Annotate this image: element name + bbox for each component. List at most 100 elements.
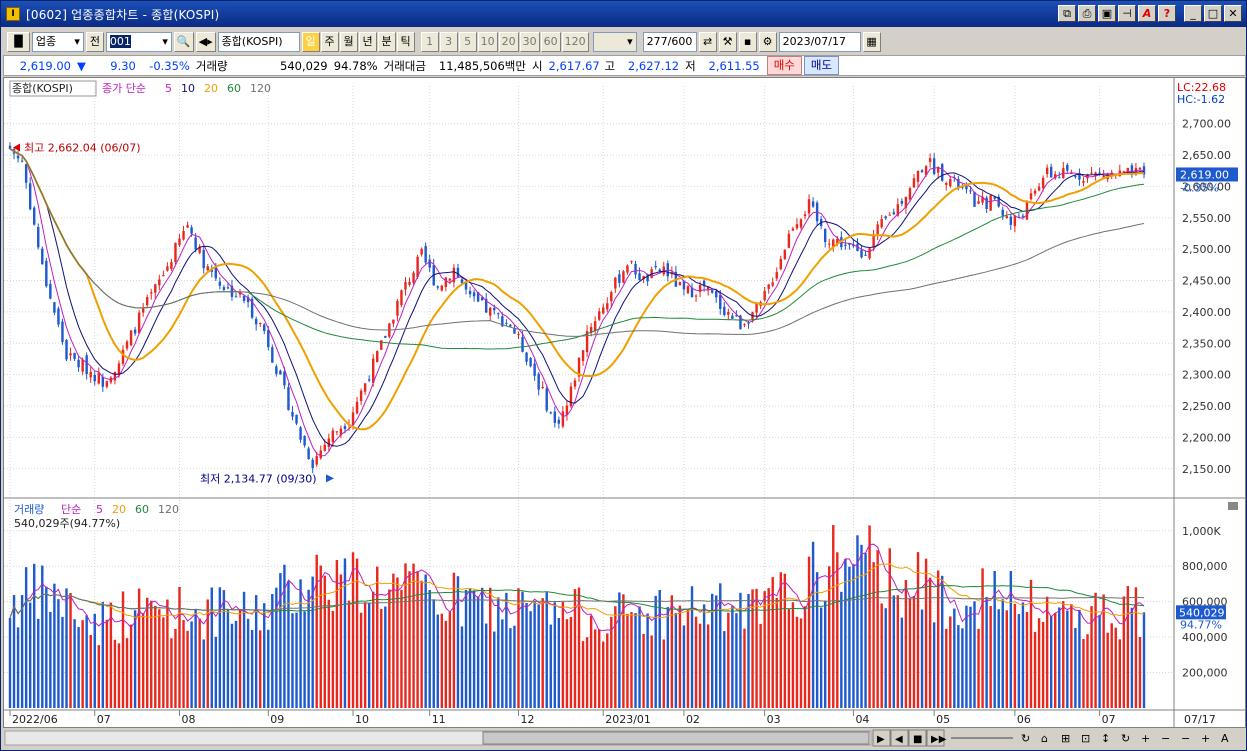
scroll-btn-glyph-0[interactable]: ▶ <box>877 734 885 745</box>
candle-body <box>267 330 270 348</box>
volume-bar <box>856 535 859 708</box>
volume-bar <box>1001 599 1004 708</box>
price-ma-period: 60 <box>227 82 241 95</box>
link-icon[interactable]: ⧉ <box>1058 5 1076 22</box>
volume-bar <box>1041 621 1045 708</box>
candle-body <box>549 412 552 414</box>
scroll-tool-icon-8[interactable]: − <box>1181 732 1190 745</box>
search-icon[interactable]: 🔍 <box>173 32 194 52</box>
volume-bar <box>283 564 286 708</box>
price-ma-label: 종가 단순 <box>102 82 146 95</box>
volume-bar <box>85 615 88 708</box>
scroll-controls[interactable]: ▶ ◀ ■ ▶▶ ↻ ⌂ ⊞ ⊡ ↕ ↻ + − − + A <box>3 729 1246 747</box>
chart-area[interactable]: 2,150.00 2,200.00 2,250.00 2,300.00 2,350.00… <box>3 77 1246 728</box>
title-bar[interactable]: I [0602] 업종종합차트 - 종합(KOSPI) ⧉ ⎙ ▣ ⊣ A ? … <box>1 1 1246 27</box>
scroll-tool-icon-6[interactable]: + <box>1141 732 1150 745</box>
volume-pct: 94.78% <box>333 58 378 73</box>
candle-body <box>214 267 218 279</box>
scroll-tool-icon-2[interactable]: ⊞ <box>1061 732 1070 745</box>
candle-body <box>359 390 363 402</box>
interval-button-20[interactable]: 20 <box>498 32 519 52</box>
scroll-btn-glyph-3[interactable]: ▶▶ <box>931 734 947 745</box>
volume-bar <box>20 595 24 708</box>
date-field[interactable]: 2023/07/17 <box>778 32 861 52</box>
chart-scroll-bar[interactable]: ▶ ◀ ■ ▶▶ ↻ ⌂ ⊞ ⊡ ↕ ↻ + − − + A <box>3 729 1246 747</box>
volume-bar <box>105 619 109 708</box>
scroll-tool-icon-7[interactable]: − <box>1161 732 1170 745</box>
volume-bar <box>61 616 64 708</box>
tool-icon[interactable]: ⚒ <box>718 32 737 52</box>
pin-icon[interactable]: ⊣ <box>1118 5 1136 22</box>
font-icon[interactable]: A <box>1138 5 1156 22</box>
scroll-btn-3[interactable] <box>926 729 945 747</box>
count-field[interactable]: 277/600 <box>642 32 697 52</box>
save-screen-icon[interactable]: ▣ <box>1098 5 1116 22</box>
candle-body <box>916 170 920 182</box>
volume-bar <box>872 562 875 708</box>
chart-type-icon[interactable]: ▐▌ <box>7 32 30 52</box>
volume-bar <box>97 645 100 708</box>
period-tab-1[interactable]: 주 <box>320 32 339 52</box>
prefix-button[interactable]: 전 <box>85 32 104 52</box>
candle-body <box>900 200 904 204</box>
interval-button-3[interactable]: 3 <box>439 32 458 52</box>
print-icon[interactable]: ⎙ <box>1078 5 1096 22</box>
scroll-tool-icon-1[interactable]: ⌂ <box>1041 732 1048 745</box>
candle-body <box>787 233 791 248</box>
scroll-tool-icon-10[interactable]: A <box>1221 732 1229 745</box>
period-tab-5[interactable]: 틱 <box>396 32 415 52</box>
swap-icon[interactable]: ⇄ <box>698 32 717 52</box>
sell-button[interactable]: 매도 <box>803 56 840 75</box>
interval-button-1[interactable]: 1 <box>420 32 439 52</box>
scroll-tool-icon-0[interactable]: ↻ <box>1021 732 1030 745</box>
scroll-tool-icon-4[interactable]: ↕ <box>1101 732 1110 745</box>
period-tab-3[interactable]: 년 <box>358 32 377 52</box>
price-tick-label: 2,400.00 <box>1182 306 1231 319</box>
candle-body <box>565 405 569 415</box>
scroll-tool-icon-9[interactable]: + <box>1201 732 1210 745</box>
scroll-btn-1[interactable] <box>890 729 909 747</box>
candle-body <box>876 224 879 235</box>
maximize-button[interactable]: □ <box>1204 5 1222 22</box>
volume-bar <box>291 613 294 708</box>
interval-custom[interactable]: ▾ <box>592 32 637 52</box>
volume-bar <box>973 601 976 708</box>
interval-button-10[interactable]: 10 <box>477 32 498 52</box>
scroll-btn-0[interactable] <box>872 729 891 747</box>
scroll-btn-2[interactable] <box>908 729 927 747</box>
minimize-button[interactable]: _ <box>1184 5 1202 22</box>
scroll-btn-glyph-1[interactable]: ◀ <box>895 734 903 745</box>
candle-body <box>654 265 657 268</box>
interval-button-5[interactable]: 5 <box>458 32 477 52</box>
candle-body <box>993 197 996 199</box>
period-tab-2[interactable]: 월 <box>339 32 358 52</box>
period-tab-0[interactable]: 일 <box>301 32 320 52</box>
volume-ma-label: 단순 <box>61 503 81 516</box>
settings-icon[interactable]: ⚙ <box>758 32 777 52</box>
speaker-icon[interactable]: ◀▸ <box>195 32 216 52</box>
market-select[interactable]: 업종 ▾ <box>31 32 84 52</box>
volume-bar <box>8 618 12 708</box>
volume-bar <box>319 565 322 708</box>
interval-button-60[interactable]: 60 <box>540 32 561 52</box>
scroll-thumb[interactable] <box>482 731 870 745</box>
scroll-tool-icon-3[interactable]: ⊡ <box>1081 732 1090 745</box>
help-icon[interactable]: ? <box>1158 5 1176 22</box>
interval-button-120[interactable]: 120 <box>561 32 589 52</box>
candle-body <box>24 164 28 183</box>
price-volume-chart[interactable]: 2,150.00 2,200.00 2,250.00 2,300.00 2,350.00… <box>4 78 1245 727</box>
disk-icon[interactable]: ▪ <box>738 32 757 52</box>
period-tab-4[interactable]: 분 <box>377 32 396 52</box>
scroll-btn-glyph-2[interactable]: ■ <box>913 734 922 745</box>
scroll-tool-icon-5[interactable]: ↻ <box>1121 732 1130 745</box>
interval-button-30[interactable]: 30 <box>519 32 540 52</box>
buy-button[interactable]: 매수 <box>766 56 802 75</box>
volume-bar <box>323 575 326 708</box>
close-button[interactable]: ✕ <box>1224 5 1242 22</box>
code-input[interactable]: 001 ▾ <box>105 32 172 52</box>
calendar-icon[interactable]: ▦ <box>862 32 881 52</box>
candle-body <box>133 329 137 334</box>
high-note: 최고 2,662.04 (06/07) <box>24 141 141 154</box>
candle-body <box>811 201 815 207</box>
